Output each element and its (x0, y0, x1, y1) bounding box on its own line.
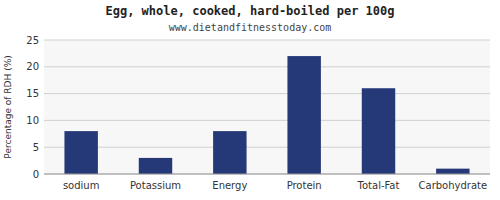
chart: Egg, whole, cooked, hard-boiled per 100g… (0, 0, 500, 200)
y-tick-label: 15 (26, 88, 39, 99)
x-tick-label: Energy (212, 180, 247, 191)
subtitle: www.dietandfitnesstoday.com (169, 22, 332, 33)
x-tick-label: Carbohydrate (419, 180, 488, 191)
bar (139, 158, 172, 174)
chart-container: Egg, whole, cooked, hard-boiled per 100g… (0, 0, 500, 200)
bar (64, 131, 97, 174)
x-tick-label: sodium (63, 180, 100, 191)
x-tick-label: Total-Fat (357, 180, 400, 191)
bar (436, 169, 469, 174)
bar (362, 88, 395, 174)
y-tick-label: 0 (33, 169, 39, 180)
bars (64, 56, 469, 174)
x-axis-line (44, 174, 490, 175)
grid-line (44, 147, 490, 148)
x-axis: sodium Potassium Energy Protein Total-Fat Car… (44, 174, 490, 191)
grid-line (44, 93, 490, 94)
y-tick-label: 20 (26, 61, 39, 72)
bar (213, 131, 246, 174)
grid-line (44, 120, 490, 121)
plot-background (44, 40, 490, 174)
x-tick-label: Protein (287, 180, 322, 191)
y-tick-label: 5 (33, 142, 39, 153)
grid-line (44, 66, 490, 67)
title: Egg, whole, cooked, hard-boiled per 100g (106, 4, 395, 18)
x-tick-label: Potassium (130, 180, 181, 191)
grid-line (44, 174, 490, 175)
bar (287, 56, 320, 174)
y-tick-label: 25 (26, 35, 39, 46)
y-axis: 0 5 10 15 20 25 (26, 35, 490, 180)
y-tick-label: 10 (26, 115, 39, 126)
grid-line (44, 40, 490, 41)
y-axis-label: Percentage of RDH (%) (3, 55, 13, 158)
